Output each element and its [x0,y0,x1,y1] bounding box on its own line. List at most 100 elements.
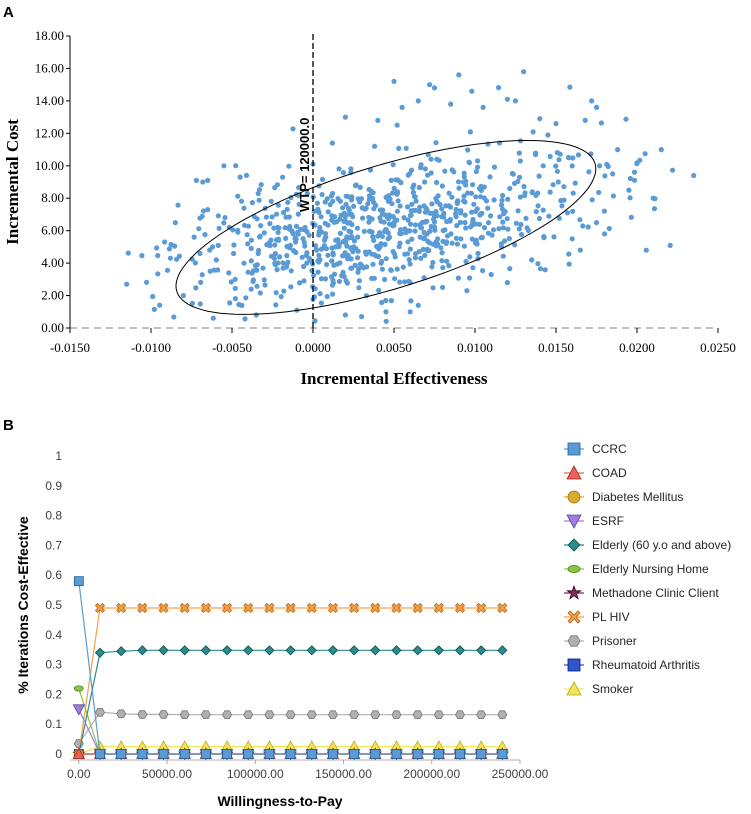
scatter-point [221,220,226,225]
scatter-point [330,141,335,146]
scatter-point [391,223,396,228]
scatter-point [478,194,483,199]
series-marker [244,750,253,759]
scatter-point [302,240,307,245]
scatter-point [541,208,546,213]
scatter-point [475,251,480,256]
legend-label: Diabetes Mellitus [592,490,683,504]
scatter-point [231,242,236,247]
scatter-point [570,209,575,214]
scatter-point [239,199,244,204]
scatter-point [200,272,205,277]
scatter-point [515,179,520,184]
scatter-point [414,199,419,204]
scatter-point [567,85,572,90]
scatter-point [309,268,314,273]
scatter-point [407,257,412,262]
scatter-point [329,245,334,250]
scatter-point [408,213,413,218]
scatter-point [434,213,439,218]
scatter-point [313,243,318,248]
y-tick-label: 14.00 [35,93,64,108]
scatter-point [279,294,284,299]
scatter-point [473,194,478,199]
scatter-point [208,269,213,274]
scatter-point [300,255,305,260]
scatter-point [289,228,294,233]
series-marker [568,443,580,455]
scatter-point [370,262,375,267]
scatter-point [382,277,387,282]
scatter-point [533,152,538,157]
scatter-point [324,246,329,251]
series-marker [74,686,83,691]
scatter-point [343,115,348,120]
scatter-point [571,191,576,196]
y-tick-label: 16.00 [35,60,64,75]
series-marker [456,750,465,759]
scatter-point [387,196,392,201]
legend-label: CCRC [592,442,627,456]
y-tick-label: 12.00 [35,125,64,140]
series-marker [73,705,84,715]
scatter-point [551,234,556,239]
scatter-point [217,226,222,231]
scatter-point [395,209,400,214]
series-marker [138,750,147,759]
scatter-point [355,235,360,240]
scatter-point [487,174,492,179]
scatter-point [139,253,144,258]
scatter-point [538,266,543,271]
scatter-point [275,267,280,272]
y-axis-label: Incremental Cost [3,119,22,245]
scatter-point [626,188,631,193]
x-tick-label: 50000.00 [142,767,192,781]
scatter-point [265,242,270,247]
scatter-point [588,151,593,156]
scatter-point [330,292,335,297]
scatter-point [517,151,522,156]
scatter-point [500,193,505,198]
scatter-point [449,195,454,200]
scatter-point [262,230,267,235]
scatter-point [594,105,599,110]
scatter-point [441,228,446,233]
scatter-point [329,258,334,263]
scatter-point [369,252,374,257]
scatter-point [336,166,341,171]
scatter-point [378,219,383,224]
scatter-point [202,232,207,237]
scatter-point [500,207,505,212]
scatter-point [545,132,550,137]
scatter-point [429,201,434,206]
scatter-point [238,175,243,180]
scatter-point [249,287,254,292]
series-marker [413,711,422,719]
scatter-point [194,178,199,183]
scatter-point [578,248,583,253]
scatter-point [193,260,198,265]
scatter-point [406,217,411,222]
series-marker [568,636,580,646]
scatter-point [448,231,453,236]
y-tick-label: 0.2 [45,687,62,701]
scatter-point [489,272,494,277]
series-marker [201,711,210,719]
scatter-point [610,171,615,176]
y-tick-label: 0.4 [45,628,62,642]
scatter-point [422,179,427,184]
scatter-point [439,206,444,211]
scatter-point [634,160,639,165]
scatter-point [525,225,530,230]
scatter-point [475,206,480,211]
scatter-point [463,213,468,218]
scatter-point [198,301,203,306]
scatter-point [596,190,601,195]
series-marker [328,646,337,655]
scatter-point [245,232,250,237]
scatter-point [343,312,348,317]
series-pl-hiv [74,603,507,758]
legend-item: Methadone Clinic Client [564,586,719,600]
scatter-point [169,242,174,247]
series-marker [456,711,465,719]
